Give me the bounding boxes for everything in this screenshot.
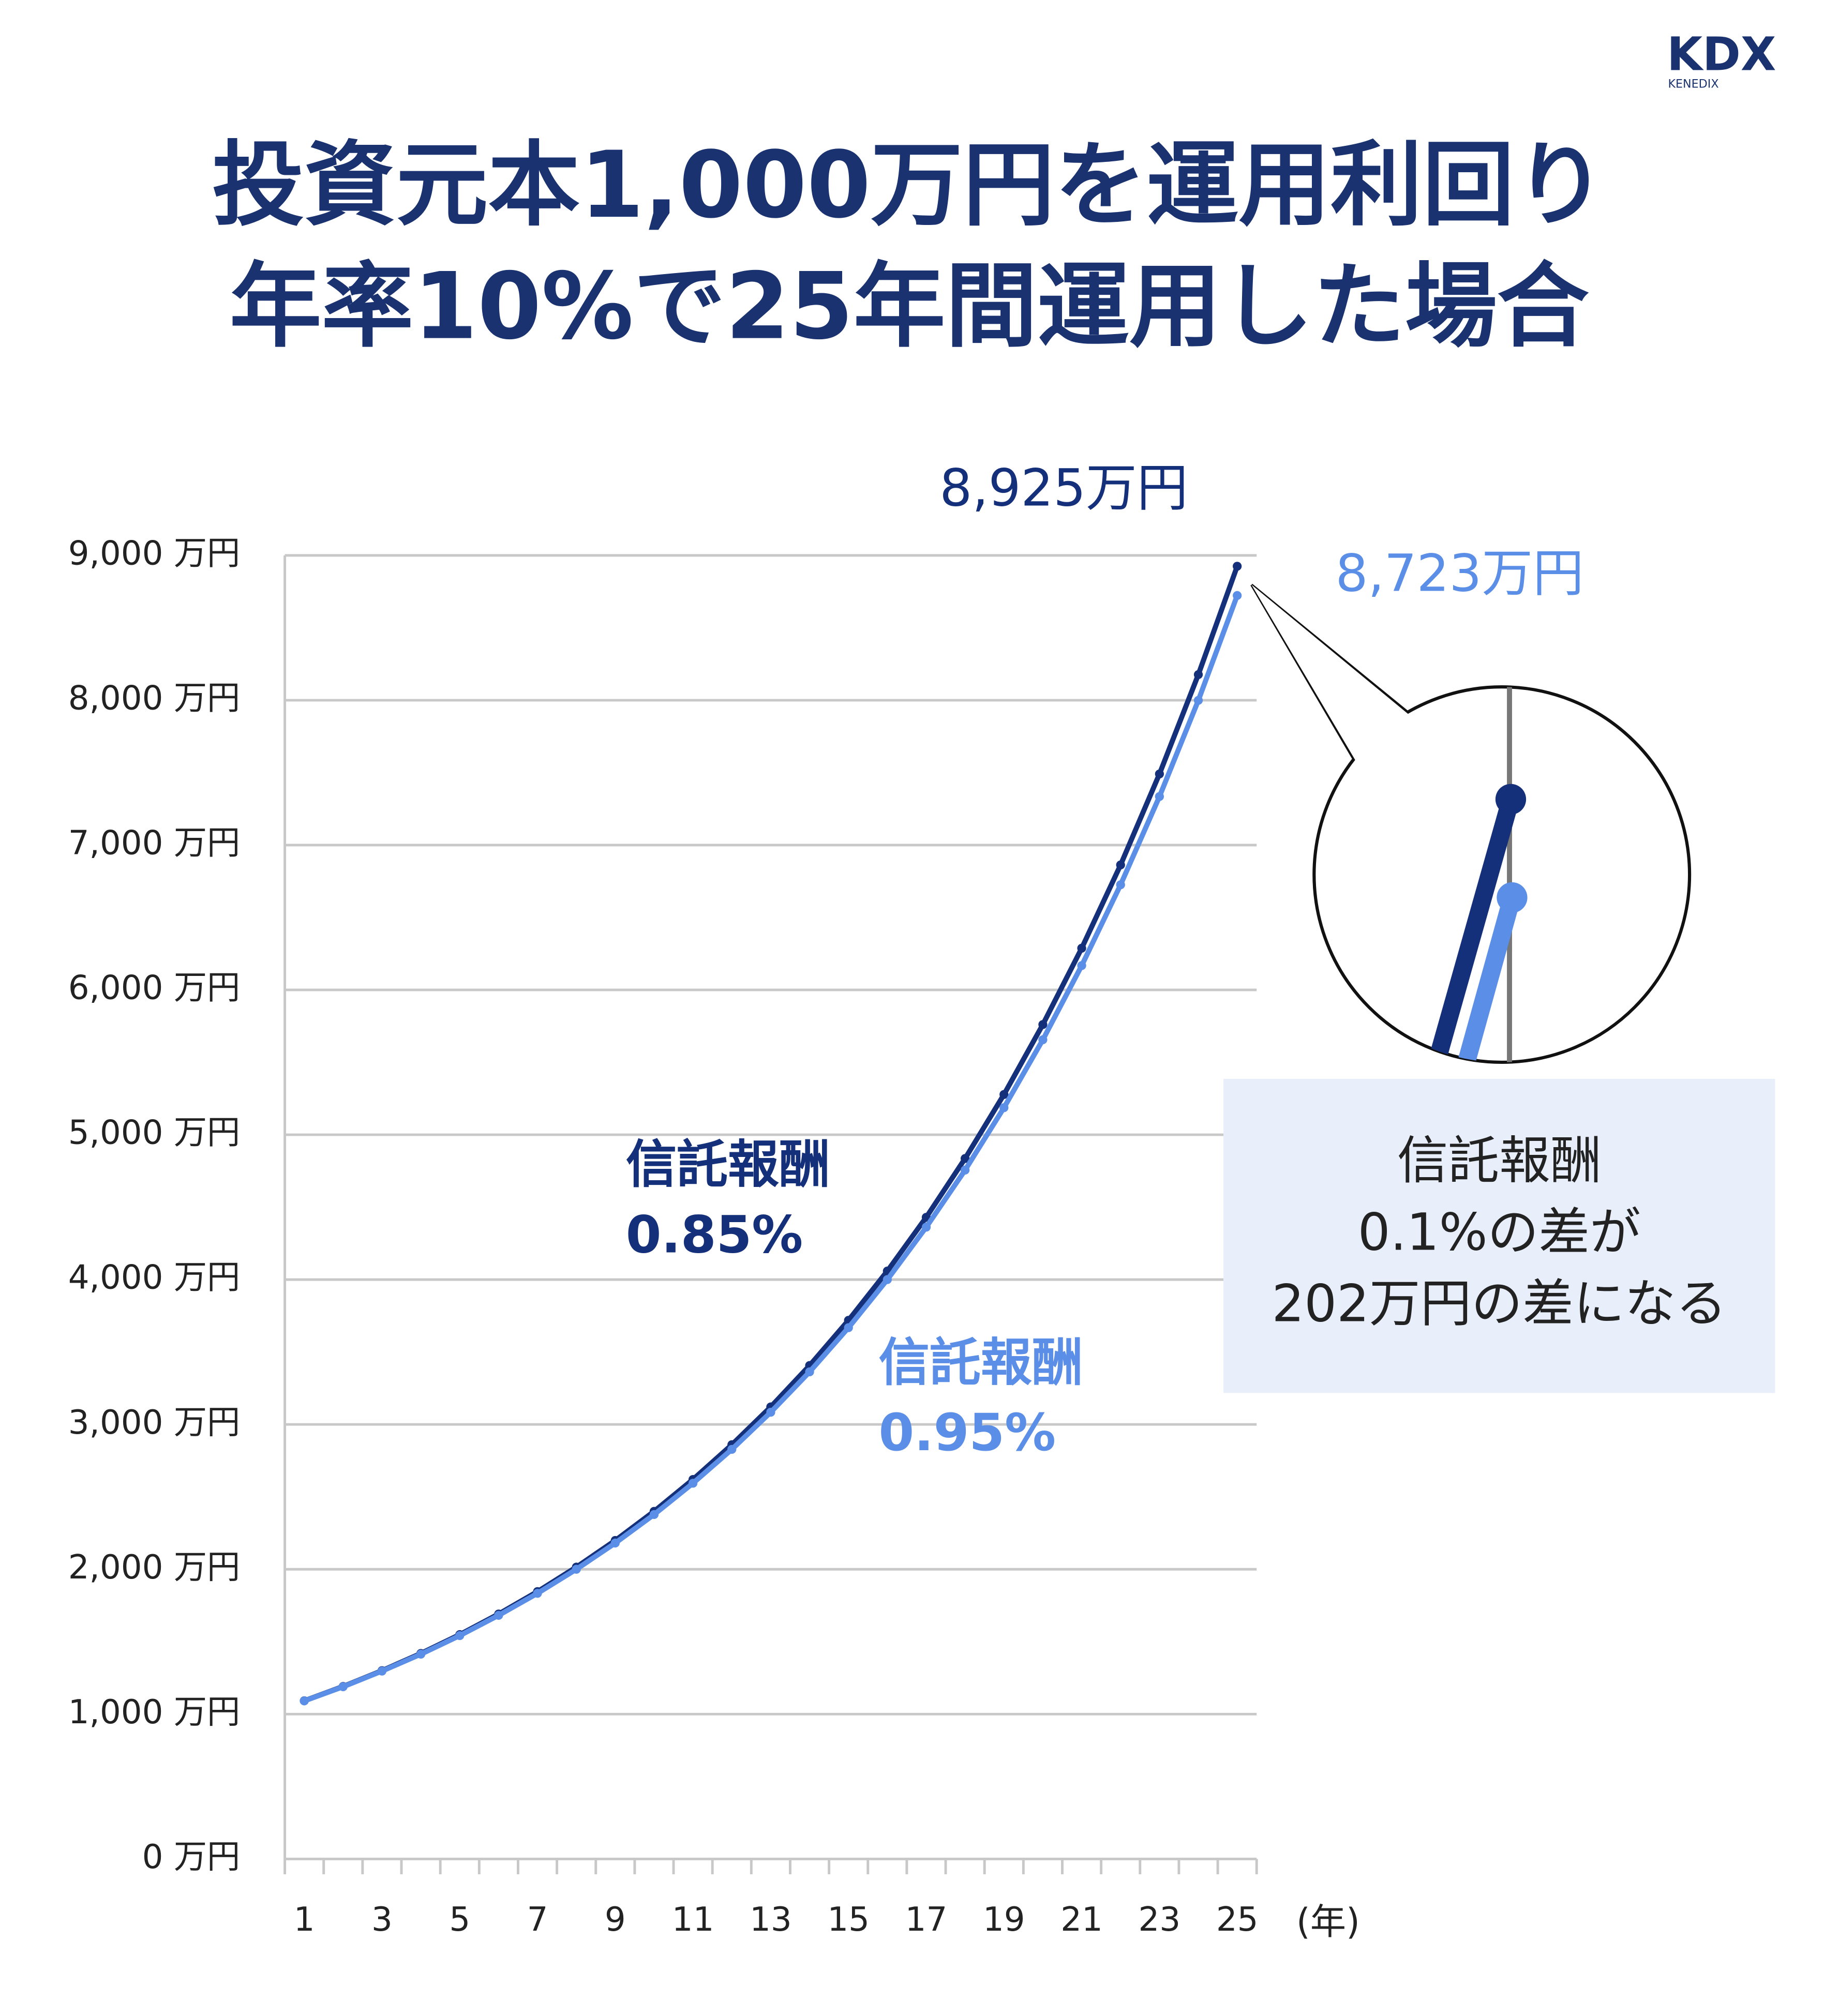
logo: KDX	[1667, 27, 1776, 81]
value-label: 8,925万円	[939, 458, 1188, 518]
title: 年率10%で25年間運用した場合	[230, 253, 1589, 360]
point	[300, 1696, 309, 1706]
y-tick-label: 9,000 万円	[68, 534, 240, 573]
point	[999, 1090, 1009, 1099]
point	[377, 1666, 387, 1676]
x-tick-label: 25	[1216, 1900, 1259, 1939]
y-tick-label: 4,000 万円	[68, 1258, 240, 1297]
y-tick-label: 3,000 万円	[68, 1403, 240, 1442]
y-tick-label: 1,000 万円	[68, 1693, 240, 1732]
point	[960, 1165, 970, 1175]
point	[1038, 1035, 1048, 1045]
point	[960, 1154, 970, 1163]
point	[533, 1589, 542, 1598]
x-tick-label: 1	[294, 1900, 315, 1939]
note: 202万円の差になる	[1272, 1274, 1727, 1334]
x-tick-label: 19	[983, 1900, 1025, 1939]
x-tick-label: 7	[527, 1900, 548, 1939]
x-tick-label: 21	[1060, 1900, 1103, 1939]
point	[1116, 860, 1125, 869]
series-label: 信託報酬	[626, 1135, 830, 1195]
point	[416, 1649, 426, 1659]
zoom-callout	[1250, 583, 1692, 1064]
point	[649, 1510, 659, 1519]
point	[727, 1445, 737, 1454]
point	[1193, 670, 1203, 679]
logo-sub: KENEDIX	[1668, 77, 1718, 91]
point	[844, 1323, 853, 1332]
point	[921, 1223, 931, 1232]
point	[999, 1103, 1009, 1112]
x-tick-label: 17	[905, 1900, 948, 1939]
point	[1077, 943, 1086, 953]
y-tick-label: 2,000 万円	[68, 1548, 240, 1587]
point	[610, 1538, 620, 1548]
point	[1155, 792, 1164, 801]
x-tick-label: 11	[672, 1900, 714, 1939]
point	[1038, 1020, 1048, 1029]
x-axis-label: (年)	[1296, 1901, 1360, 1943]
x-tick-label: 3	[371, 1900, 393, 1939]
x-tick-label: 5	[449, 1900, 470, 1939]
point	[1155, 769, 1164, 779]
point	[766, 1408, 775, 1417]
value-label: 8,723万円	[1336, 544, 1584, 604]
y-tick-label: 7,000 万円	[68, 824, 240, 863]
x-tick-label: 23	[1139, 1900, 1181, 1939]
plot: 0 万円 1,000 万円 2,000 万円 3,000 万円 4,000 万円 5,00…	[68, 458, 1584, 1943]
point	[883, 1275, 892, 1284]
note: 信託報酬	[1397, 1131, 1602, 1191]
y-tick-label: 0 万円	[142, 1838, 241, 1876]
point	[455, 1631, 465, 1641]
point	[805, 1367, 814, 1377]
x-tick-label: 9	[605, 1900, 626, 1939]
point	[1193, 696, 1203, 705]
note: 0.1%の差が	[1358, 1202, 1641, 1262]
y-tick-label: 6,000 万円	[68, 969, 240, 1007]
title: 投資元本1,000万円を運用利回り	[212, 131, 1606, 238]
point	[1077, 961, 1086, 970]
x-tick-label: 13	[750, 1900, 792, 1939]
series-label: 0.95%	[879, 1403, 1056, 1463]
point	[338, 1682, 348, 1692]
series-label: 0.85%	[626, 1205, 803, 1265]
point	[1116, 880, 1125, 890]
point	[572, 1564, 581, 1574]
y-tick-label: 5,000 万円	[68, 1114, 240, 1152]
y-tick-label: 8,000 万円	[68, 679, 240, 717]
x-tick-label: 15	[827, 1900, 870, 1939]
point	[1233, 562, 1242, 571]
point	[1233, 591, 1242, 600]
series-label: 信託報酬	[879, 1333, 1083, 1392]
note-box	[1223, 1079, 1775, 1393]
point	[494, 1611, 503, 1620]
point	[688, 1479, 698, 1488]
